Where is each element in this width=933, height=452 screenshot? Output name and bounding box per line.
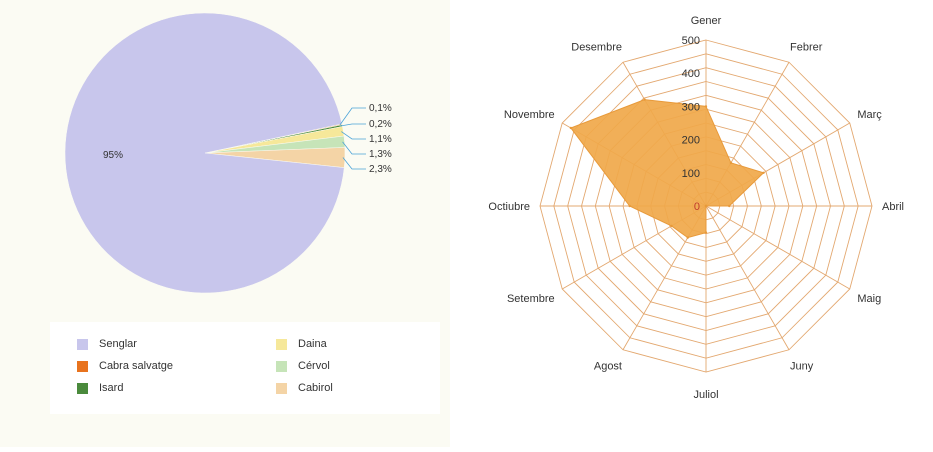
radar-data-point — [728, 204, 731, 208]
radar-category-label: Febrer — [790, 42, 823, 54]
radar-category-label: Juliol — [693, 389, 718, 401]
radar-tick-label: 100 — [682, 168, 700, 180]
radar-category-label: Març — [857, 109, 882, 121]
radar-data-point — [643, 98, 646, 101]
legend-swatch — [77, 382, 88, 394]
radar-data-point — [670, 224, 673, 228]
pie-legend: Senglar Cabra salvatge Isard Daina Cérvol Cab… — [50, 322, 440, 414]
radar-data-point — [704, 231, 708, 234]
legend-label: Cabirol — [298, 382, 333, 395]
radar-data-point — [704, 105, 708, 108]
radar-data-point — [704, 204, 708, 208]
radar-chart-panel: 0 100 200 300 400 500 Gener Febrer Març Abril Maig… — [455, 0, 933, 447]
legend-swatch — [77, 338, 88, 350]
legend-label: Cabra salvatge — [99, 360, 173, 373]
pie-leader-line — [342, 157, 366, 170]
radar-category-label: Novembre — [504, 109, 555, 121]
legend-swatch — [276, 360, 287, 372]
radar-tick-label: 500 — [682, 35, 700, 47]
radar-data-point — [729, 161, 733, 165]
legend-item: Daina — [276, 338, 327, 350]
legend-item: Senglar — [77, 338, 137, 350]
legend-label: Daina — [298, 338, 327, 351]
radar-category-label: Agost — [594, 360, 622, 372]
legend-item: Isard — [77, 382, 123, 394]
radar-series-area — [570, 99, 765, 239]
pie-label-cérvol: 1,3% — [369, 149, 392, 160]
radar-category-label: Maig — [857, 293, 881, 305]
radar-category-label: Gener — [691, 15, 722, 27]
radar-category-label: Juny — [790, 360, 814, 372]
pie-label-cabirol: 2,3% — [369, 164, 392, 175]
legend-swatch — [77, 360, 88, 372]
legend-label: Isard — [99, 382, 124, 395]
radar-tick-label: 0 — [694, 201, 700, 213]
pie-chart: 95% 0,1% 0,2% 1,1% 1,3% 2,3% — [64, 12, 392, 294]
radar-spoke — [705, 205, 850, 290]
legend-item: Cabra salvatge — [77, 360, 173, 372]
pie-leader-line — [342, 141, 366, 155]
pie-label-senglar: 95% — [103, 150, 123, 161]
pie-chart-panel: 95% 0,1% 0,2% 1,1% 1,3% 2,3% Senglar Cabra sal… — [0, 0, 450, 447]
pie-leader-line — [339, 107, 366, 125]
pie-leader-line — [341, 131, 366, 140]
legend-label: Senglar — [99, 338, 137, 351]
radar-category-label: Desembre — [571, 42, 622, 54]
pie-label-cabra-salvatge: 0,1% — [369, 103, 392, 114]
radar-data-point — [762, 171, 765, 174]
radar-category-label: Octiubre — [488, 201, 530, 213]
legend-label: Cérvol — [298, 360, 330, 373]
radar-tick-label: 200 — [682, 135, 700, 147]
legend-swatch — [276, 382, 287, 394]
radar-category-label: Abril — [882, 201, 904, 213]
pie-leader-line — [340, 123, 366, 127]
legend-item: Cabirol — [276, 382, 333, 394]
pie-label-isard: 0,2% — [369, 119, 392, 130]
radar-data-point — [686, 236, 689, 239]
pie-label-daina: 1,1% — [369, 134, 392, 145]
radar-spoke — [705, 205, 790, 350]
radar-data-point — [628, 204, 631, 208]
radar-data-point — [569, 126, 573, 130]
pie-slice-senglar — [64, 12, 345, 294]
radar-tick-label: 300 — [682, 101, 700, 113]
radar-category-label: Setembre — [507, 293, 555, 305]
radar-chart: 0 100 200 300 400 500 Gener Febrer Març Abril Maig… — [488, 15, 904, 401]
radar-tick-label: 400 — [682, 68, 700, 80]
legend-swatch — [276, 338, 287, 350]
legend-item: Cérvol — [276, 360, 330, 372]
